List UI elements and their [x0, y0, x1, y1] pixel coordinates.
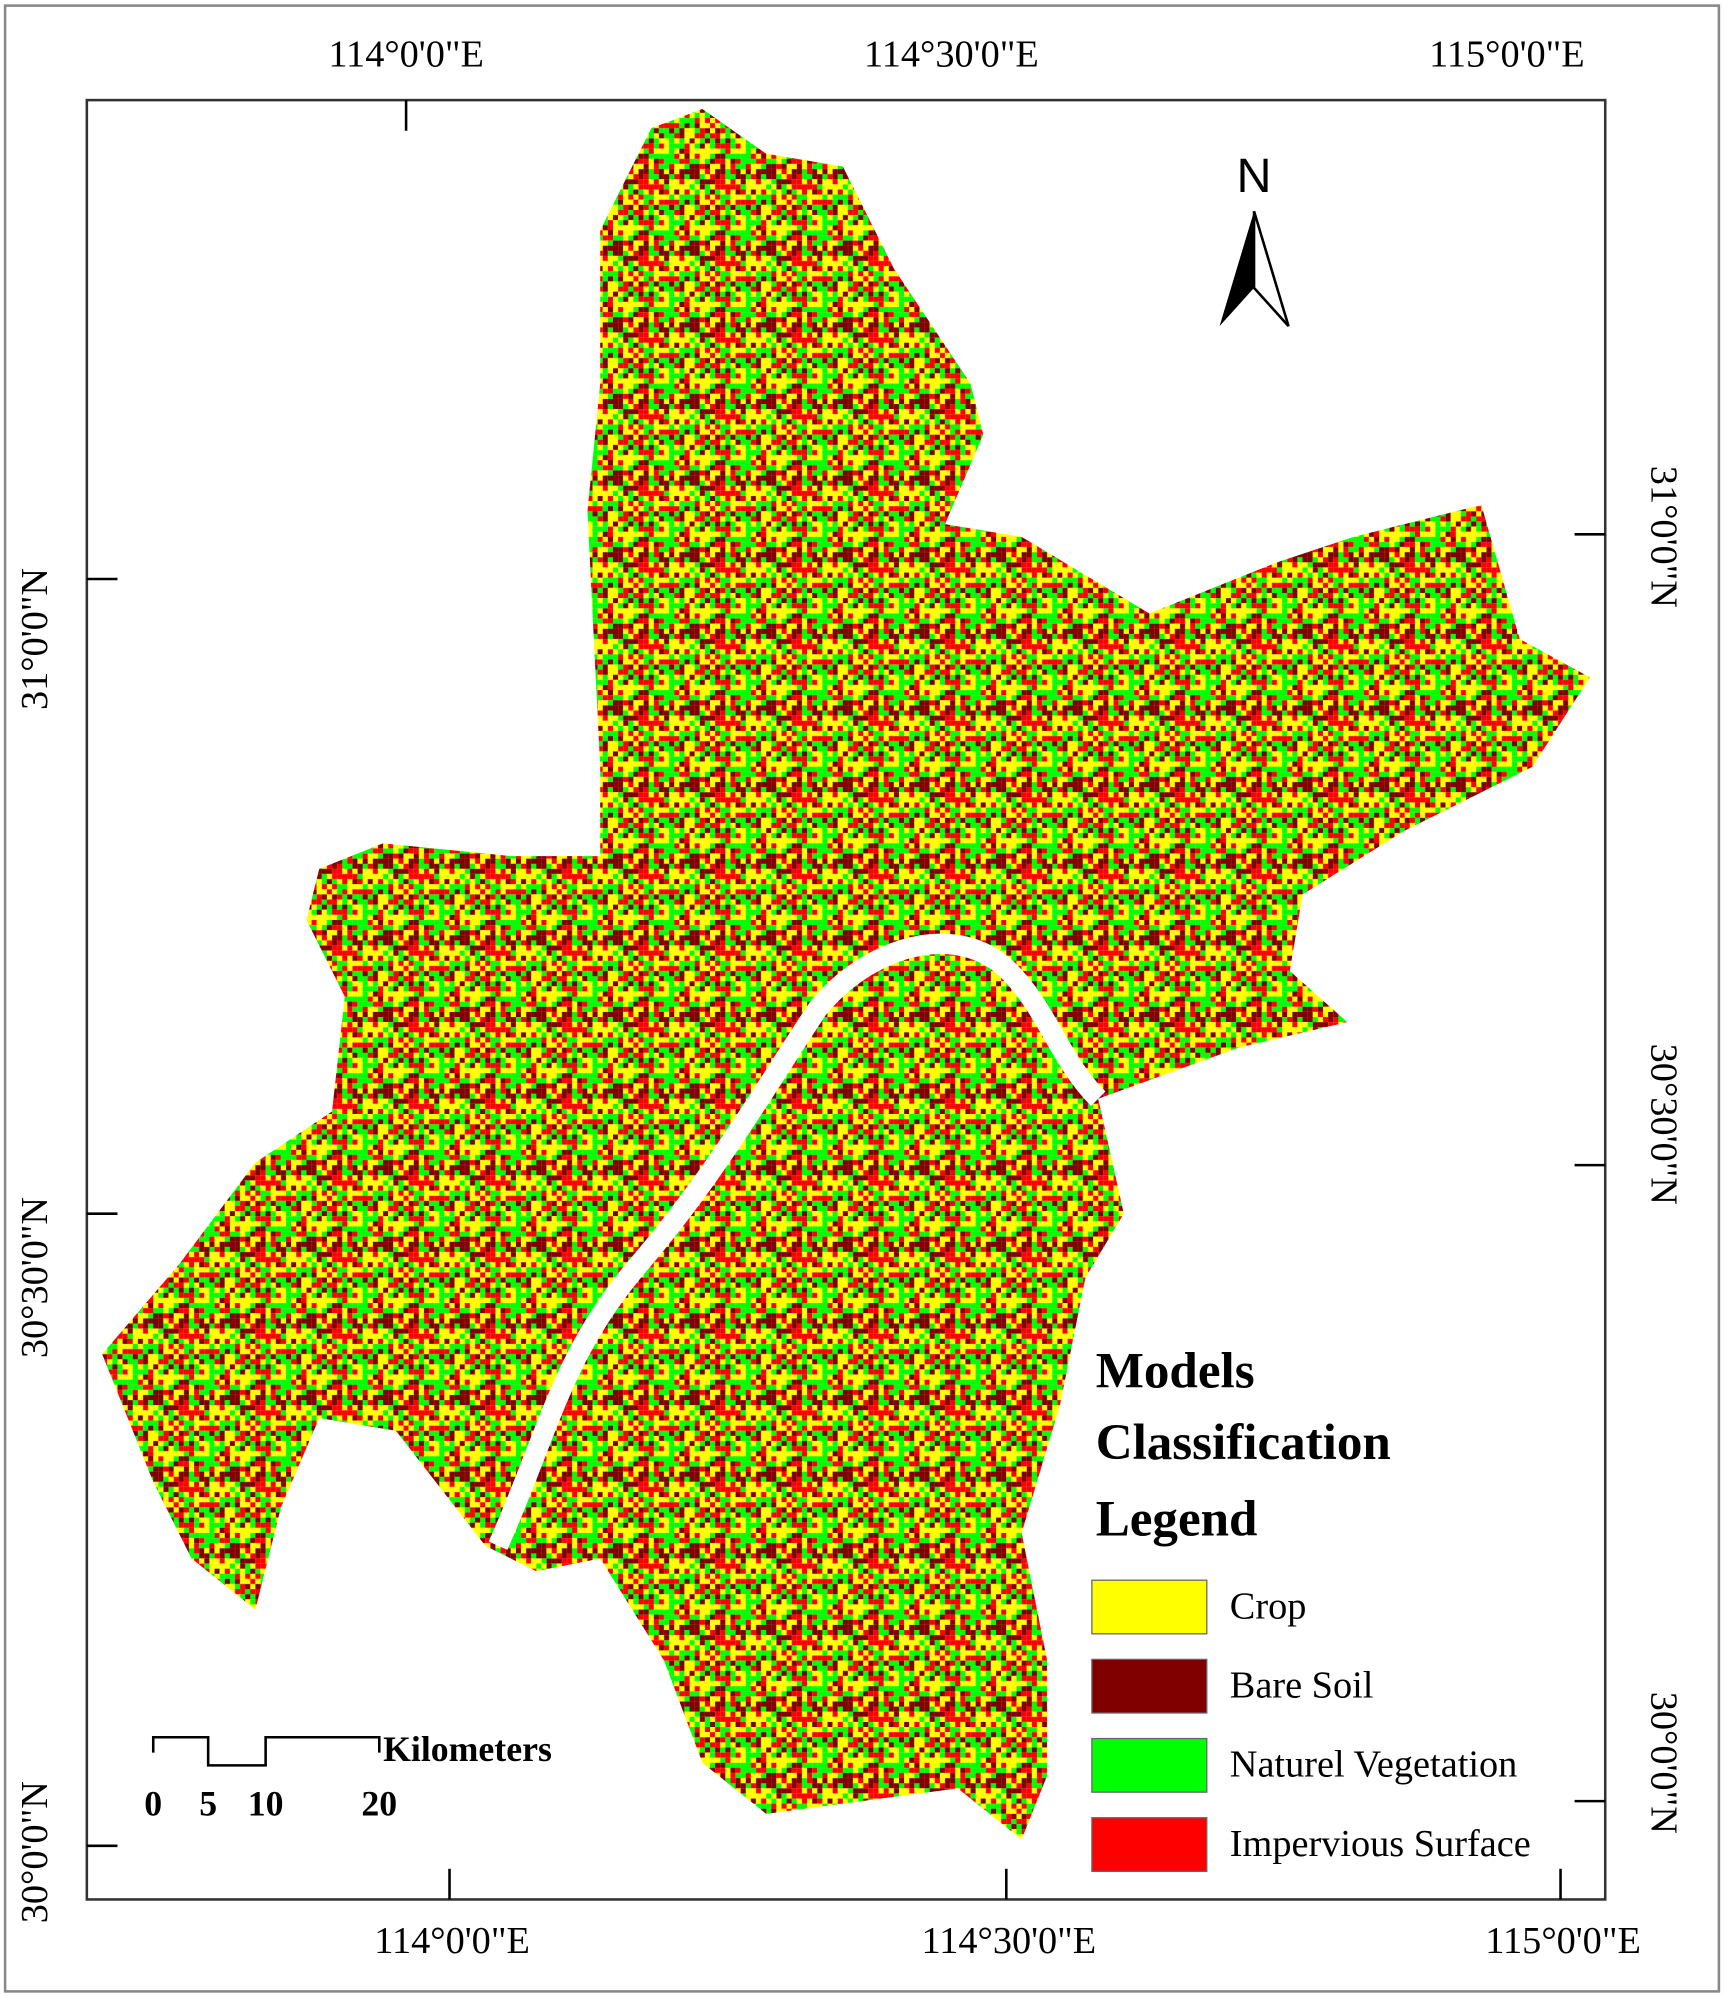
bottom-coord-label: 114°30'0"E — [921, 1920, 1096, 1962]
right-coord-label: 30°0'0"N — [1642, 1692, 1684, 1834]
north-label: N — [1237, 149, 1272, 203]
legend-label: Impervious Surface — [1230, 1823, 1531, 1865]
legend-swatch — [1091, 1817, 1208, 1872]
legend-swatch — [1091, 1737, 1208, 1793]
legend-label: Crop — [1230, 1585, 1307, 1627]
river — [488, 933, 1106, 1550]
scale-label: 0 — [144, 1784, 162, 1824]
legend-swatch — [1091, 1579, 1208, 1635]
legend-label: Naturel Vegetation — [1230, 1744, 1518, 1786]
scale-label: 5 — [199, 1784, 217, 1824]
top-coord-label: 114°0'0"E — [328, 34, 484, 76]
scale-label: 10 — [248, 1784, 284, 1824]
left-coord-label: 30°0'0"N — [14, 1781, 56, 1923]
left-coord-label: 31°0'0"N — [14, 568, 56, 710]
bottom-coord-label: 115°0'0"E — [1485, 1920, 1641, 1962]
bottom-coord-label: 114°0'0"E — [374, 1920, 530, 1962]
legend-title: Classification — [1096, 1414, 1391, 1471]
top-coord-label: 115°0'0"E — [1429, 34, 1585, 76]
legend-swatch — [1091, 1658, 1208, 1714]
scale-bar — [151, 1735, 381, 1767]
legend-label: Bare Soil — [1230, 1665, 1374, 1707]
right-coord-label: 31°0'0"N — [1642, 466, 1684, 608]
right-coord-label: 30°30'0"N — [1642, 1044, 1684, 1205]
left-coord-label: 30°30'0"N — [14, 1197, 56, 1358]
legend-title: Models — [1096, 1343, 1255, 1400]
scale-unit: Kilometers — [383, 1729, 552, 1769]
scale-label: 20 — [361, 1784, 397, 1824]
legend-title: Legend — [1096, 1491, 1258, 1548]
top-coord-label: 114°30'0"E — [864, 34, 1039, 76]
